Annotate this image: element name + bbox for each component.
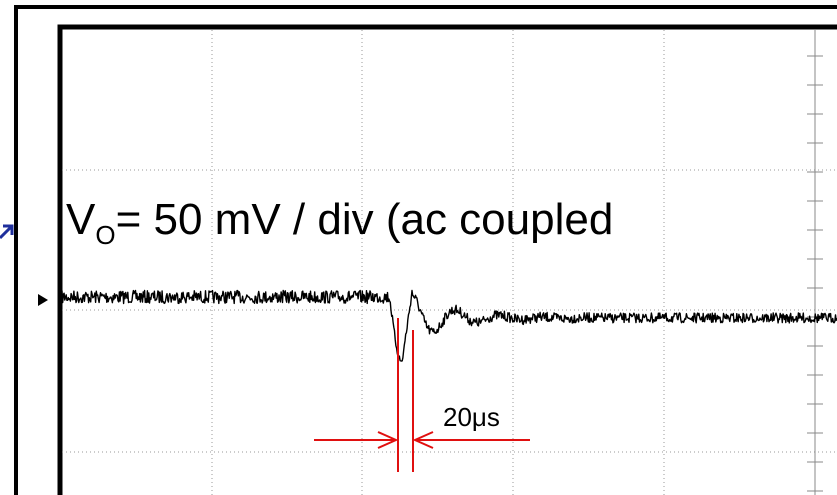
- arrow-head: [377, 431, 399, 449]
- outer-border: [14, 5, 837, 495]
- label-subscript: O: [95, 220, 115, 250]
- waveform: [61, 289, 837, 362]
- arrow-head: [412, 431, 434, 449]
- level-marker: [38, 294, 48, 306]
- label-symbol: V: [66, 195, 96, 244]
- time-label: 20μs: [443, 402, 500, 432]
- scope-frame: [57, 24, 837, 495]
- scale-label: VO= 50 mV / div (ac coupled: [66, 195, 613, 250]
- time-annotation: [314, 318, 530, 472]
- grid: [62, 30, 837, 495]
- pointer-arrow: [0, 224, 14, 240]
- label-text: = 50 mV / div (ac coupled: [116, 195, 614, 244]
